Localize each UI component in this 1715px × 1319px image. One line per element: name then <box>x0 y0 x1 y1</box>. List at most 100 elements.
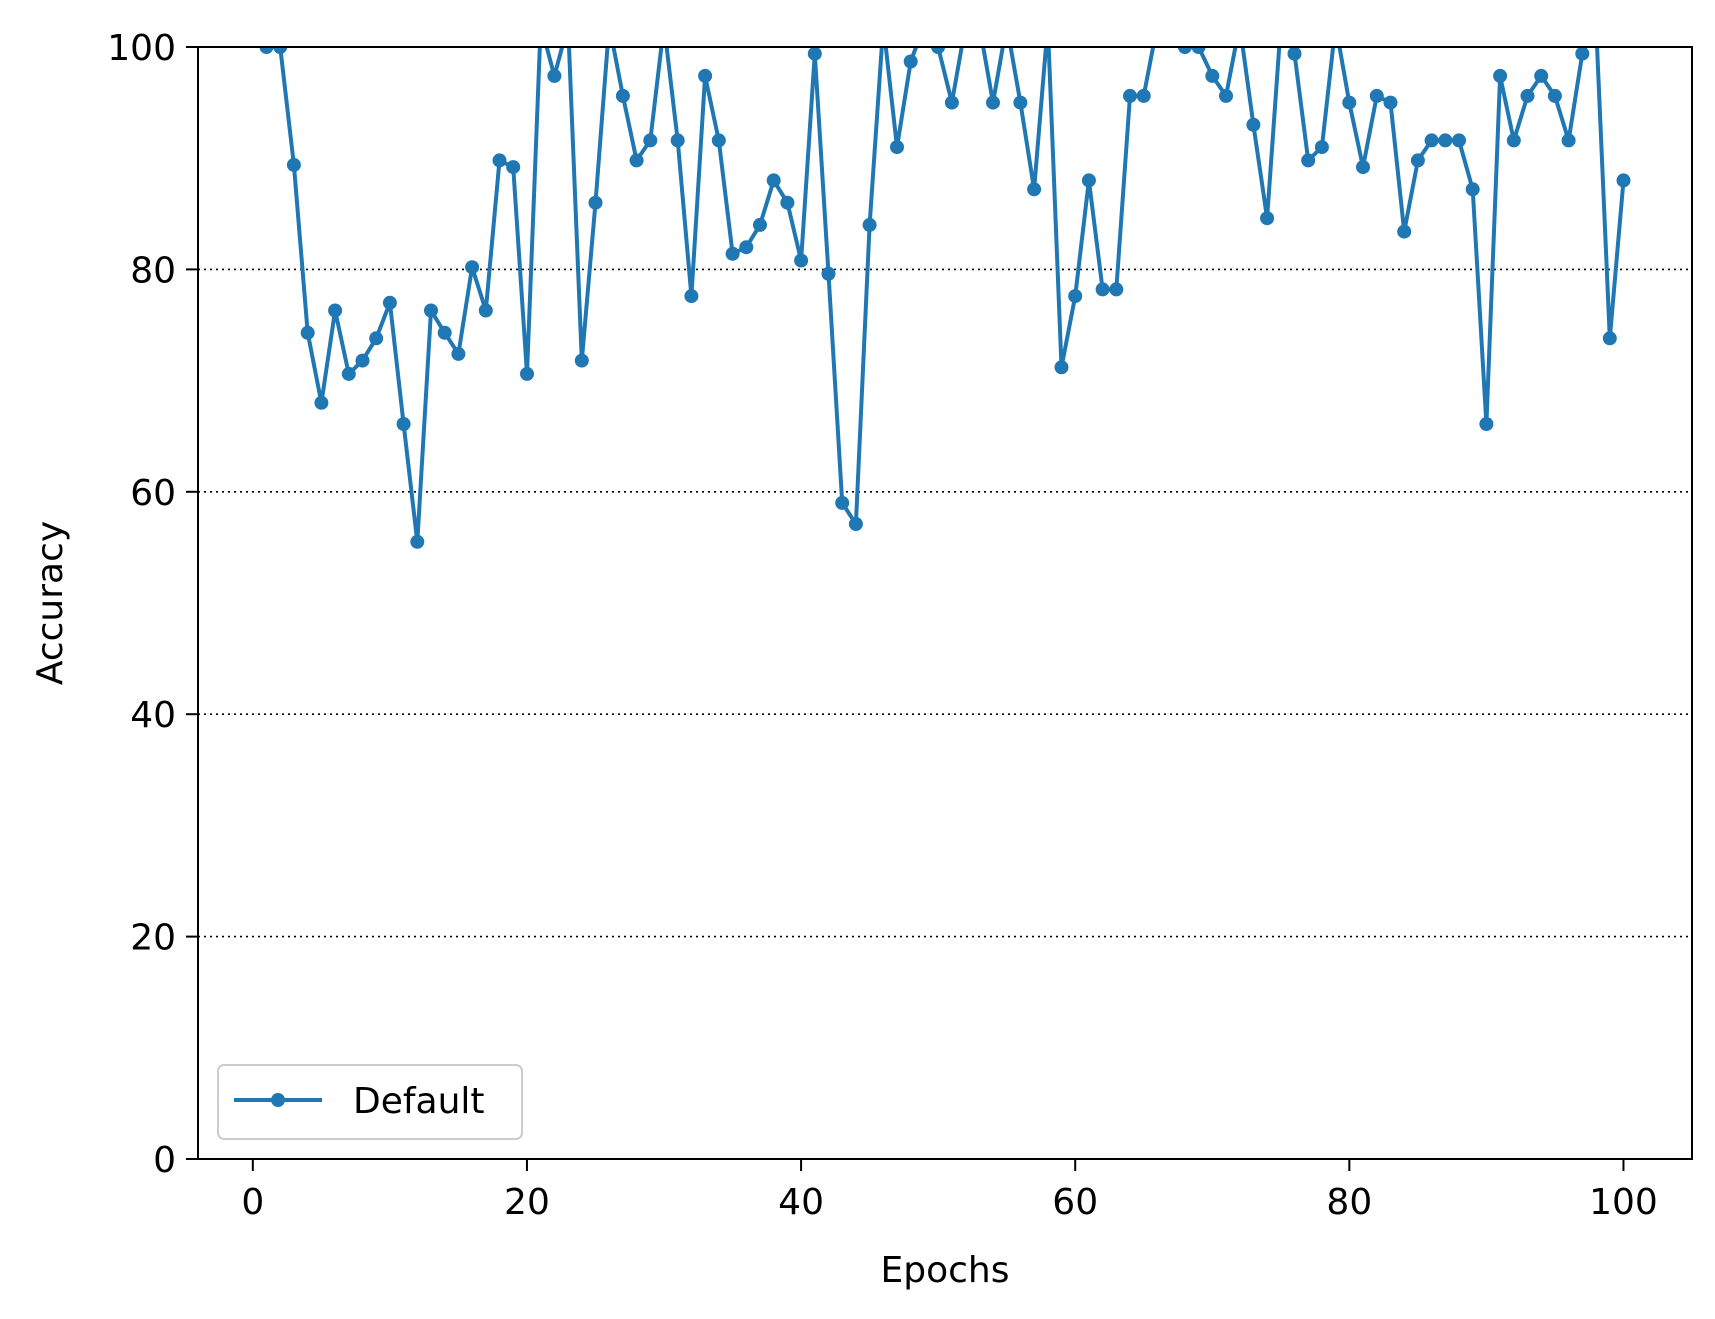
data-point <box>1205 68 1220 83</box>
legend-marker-swatch <box>271 1093 285 1107</box>
data-point <box>890 140 904 155</box>
data-point <box>1616 173 1631 188</box>
data-point <box>944 95 959 110</box>
data-point <box>1369 88 1384 103</box>
data-point <box>1438 133 1453 148</box>
data-point <box>684 289 699 304</box>
data-point <box>848 517 863 531</box>
data-point <box>369 331 384 346</box>
data-point <box>1314 140 1329 155</box>
data-point <box>1356 160 1370 175</box>
data-point <box>1479 417 1494 431</box>
x-tick-label: 40 <box>778 1182 824 1223</box>
series-layer <box>259 47 1631 549</box>
data-point <box>931 47 946 54</box>
data-point <box>437 325 452 340</box>
data-point <box>396 417 411 431</box>
data-point <box>1109 282 1124 297</box>
data-point <box>314 395 329 410</box>
data-point <box>410 534 425 549</box>
plot-frame <box>197 46 1693 1160</box>
data-point <box>506 160 521 175</box>
data-point <box>382 295 397 310</box>
data-point <box>355 353 370 368</box>
data-point <box>478 303 493 318</box>
data-point <box>286 157 301 172</box>
data-point <box>1301 153 1316 168</box>
data-point <box>1465 182 1480 197</box>
data-point <box>1191 47 1206 54</box>
legend-box <box>217 1064 523 1140</box>
legend: Default <box>217 1064 523 1140</box>
data-point <box>1410 153 1425 168</box>
y-tick-label: 40 <box>130 695 176 736</box>
y-tick-label: 60 <box>130 473 176 514</box>
x-tick-label: 20 <box>504 1182 550 1223</box>
data-point <box>1520 88 1535 103</box>
data-point <box>862 217 877 232</box>
y-axis-label: Accuracy <box>30 521 71 685</box>
series-line <box>266 47 1626 544</box>
data-point <box>1397 224 1412 239</box>
data-point <box>1246 117 1261 132</box>
data-point <box>1342 95 1357 110</box>
data-point <box>1547 88 1562 103</box>
data-point <box>711 133 726 148</box>
data-point <box>1095 282 1110 297</box>
data-point <box>643 133 658 148</box>
y-tick-label: 20 <box>130 918 176 959</box>
data-point <box>794 253 809 268</box>
data-point <box>1054 360 1069 375</box>
data-point <box>574 353 589 368</box>
data-point <box>1287 47 1302 61</box>
y-tick-label: 0 <box>153 1140 176 1181</box>
x-tick-label: 80 <box>1326 1182 1372 1223</box>
data-point <box>300 325 315 340</box>
data-point <box>986 95 1000 110</box>
data-point <box>739 240 754 255</box>
data-point <box>1534 68 1549 83</box>
x-tick-label: 60 <box>1052 1182 1098 1223</box>
data-point <box>424 303 438 318</box>
data-point <box>1260 211 1275 226</box>
x-tick-label: 100 <box>1589 1182 1658 1223</box>
data-point <box>1068 289 1083 304</box>
data-point <box>520 366 534 381</box>
data-point <box>903 54 918 69</box>
data-point <box>341 366 356 381</box>
data-point <box>698 68 713 83</box>
data-point <box>328 303 343 318</box>
data-point <box>1027 182 1042 197</box>
y-tick-label: 100 <box>107 28 176 69</box>
tick-layer: 0 20 40 60 80 100 0 20 40 60 80 100 <box>107 28 1658 1223</box>
data-point <box>1123 88 1137 103</box>
data-point <box>821 266 836 281</box>
data-point <box>766 173 781 188</box>
data-point <box>259 47 274 54</box>
data-point <box>465 260 480 275</box>
data-point <box>1452 133 1466 148</box>
legend-series-name: Default <box>353 1081 485 1122</box>
data-point <box>1081 173 1096 188</box>
data-point <box>547 68 562 83</box>
x-axis-label: Epochs <box>881 1250 1010 1291</box>
data-point <box>1561 133 1576 148</box>
data-point <box>835 495 850 510</box>
data-point <box>492 153 507 168</box>
data-point <box>753 217 767 232</box>
data-point <box>1013 95 1028 110</box>
data-point <box>1506 133 1521 148</box>
data-point <box>1575 47 1590 61</box>
data-point <box>615 88 630 103</box>
data-point <box>1602 331 1617 346</box>
data-point <box>588 195 603 210</box>
data-point <box>1424 133 1439 148</box>
x-tick-label: 0 <box>241 1182 264 1223</box>
data-point <box>670 133 685 148</box>
data-point <box>1177 47 1192 54</box>
data-point <box>1136 88 1151 103</box>
data-point <box>1219 88 1233 103</box>
data-point <box>1383 95 1398 110</box>
